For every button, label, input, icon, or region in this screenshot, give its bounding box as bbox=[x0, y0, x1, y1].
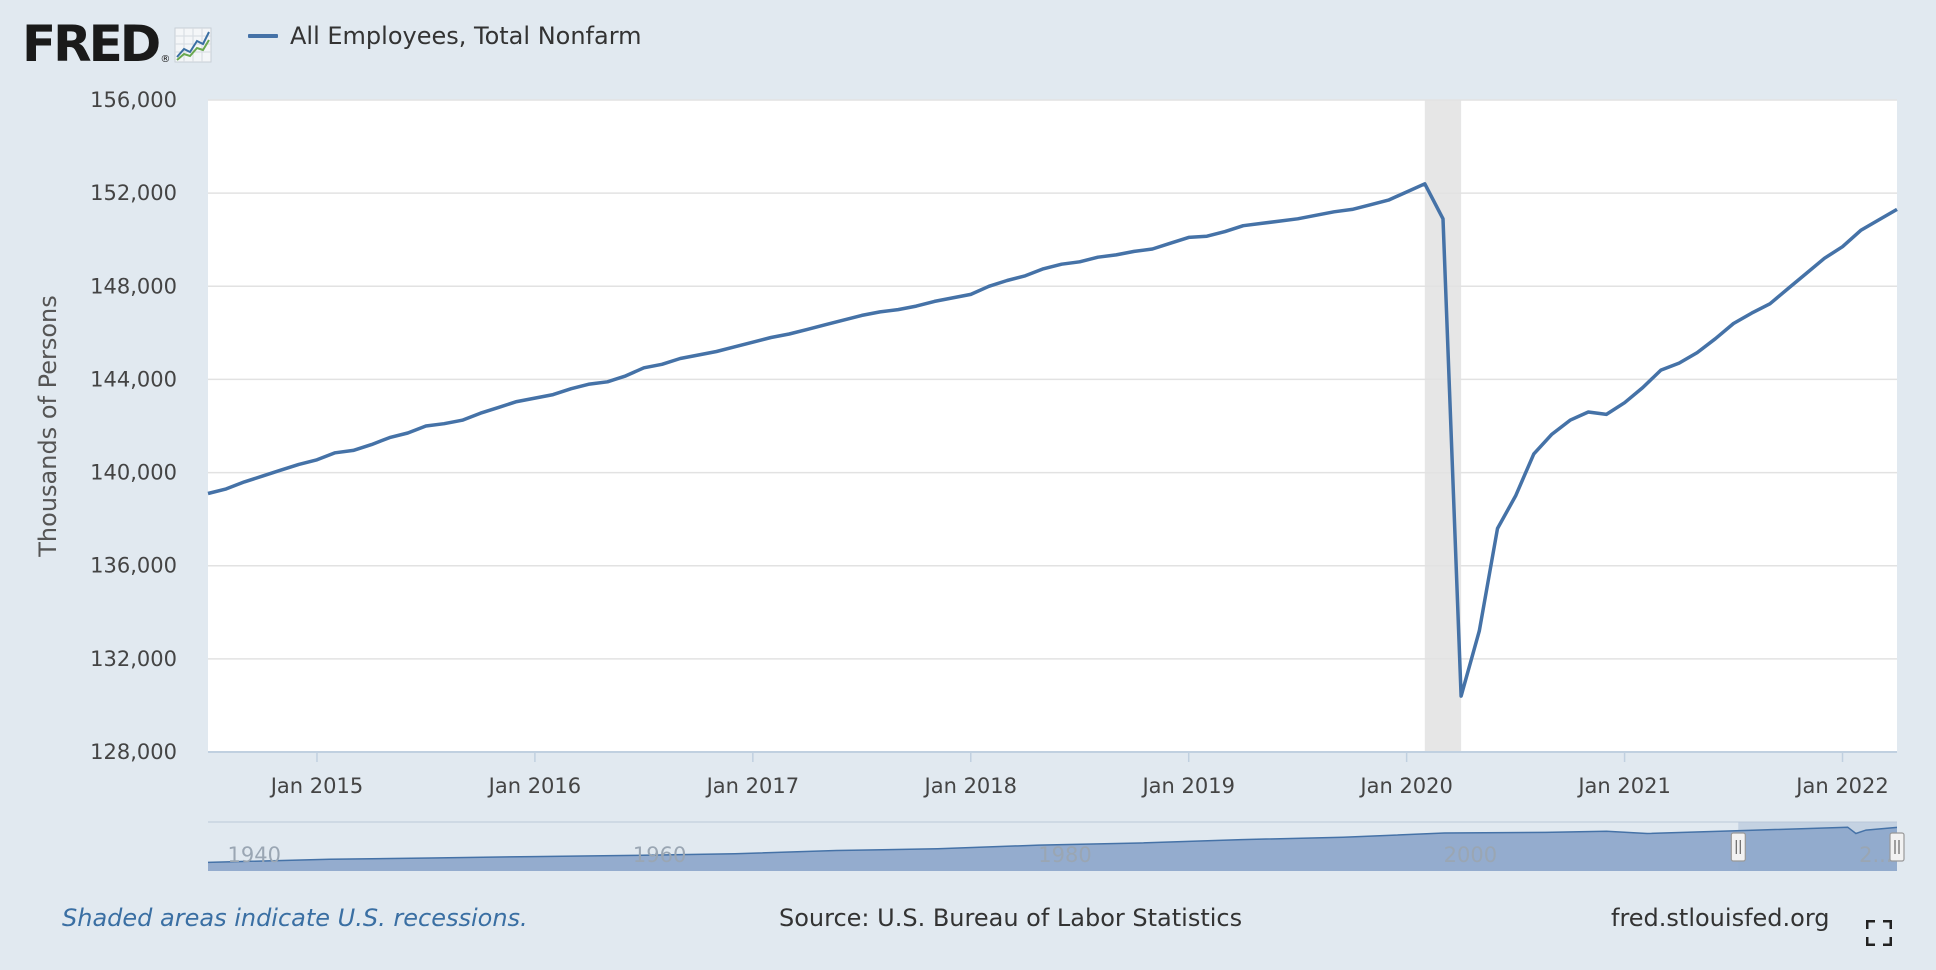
navigator-label: 2000 bbox=[1444, 843, 1497, 867]
x-tick-label: Jan 2021 bbox=[1576, 774, 1671, 798]
y-tick-label: 128,000 bbox=[90, 740, 177, 764]
navigator-label: 1980 bbox=[1038, 843, 1091, 867]
y-tick-label: 144,000 bbox=[90, 367, 177, 391]
x-tick-label: Jan 2019 bbox=[1140, 774, 1235, 798]
recession-band bbox=[1424, 100, 1462, 752]
recession-note: Shaded areas indicate U.S. recessions. bbox=[62, 904, 528, 932]
x-tick-label: Jan 2015 bbox=[269, 774, 364, 798]
x-tick-label: Jan 2018 bbox=[923, 774, 1018, 798]
x-tick-label: Jan 2022 bbox=[1794, 774, 1889, 798]
y-axis-title: Thousands of Persons bbox=[34, 295, 62, 557]
fred-logo[interactable]: FRED ® bbox=[22, 14, 212, 74]
navigator-label: 1960 bbox=[633, 843, 686, 867]
fred-logo-text: FRED bbox=[22, 15, 161, 73]
navigator-handle-right[interactable] bbox=[1889, 832, 1905, 862]
legend-label: All Employees, Total Nonfarm bbox=[290, 22, 642, 50]
fullscreen-icon[interactable] bbox=[1865, 919, 1893, 947]
navigator-line bbox=[207, 826, 1898, 864]
chart-legend[interactable]: All Employees, Total Nonfarm bbox=[248, 22, 642, 50]
line-chart: 128,000 132,000 136,000 140,000 144,000 148,0… bbox=[34, 88, 1905, 871]
y-tick-label: 136,000 bbox=[90, 554, 177, 578]
x-tick-label: Jan 2020 bbox=[1358, 774, 1453, 798]
y-tick-label: 132,000 bbox=[90, 647, 177, 671]
navigator-handle-left[interactable] bbox=[1730, 832, 1746, 862]
legend-swatch bbox=[248, 34, 278, 38]
logo-graph-icon bbox=[174, 27, 212, 67]
navigator-area bbox=[208, 827, 1897, 871]
y-tick-label: 152,000 bbox=[90, 181, 177, 205]
site-link[interactable]: fred.stlouisfed.org bbox=[1611, 904, 1830, 932]
y-tick-label: 140,000 bbox=[90, 461, 177, 485]
source-text: Source: U.S. Bureau of Labor Statistics bbox=[779, 904, 1243, 932]
y-tick-label: 156,000 bbox=[90, 88, 177, 112]
navigator-label: 1940 bbox=[228, 843, 281, 867]
navigator-label: 2... bbox=[1859, 843, 1892, 867]
x-tick-label: Jan 2017 bbox=[705, 774, 800, 798]
y-tick-label: 148,000 bbox=[90, 274, 177, 298]
x-tick-label: Jan 2016 bbox=[487, 774, 582, 798]
plot-area bbox=[208, 100, 1897, 752]
registered-mark: ® bbox=[160, 53, 171, 65]
series-line-all-employees[interactable] bbox=[207, 182, 1898, 698]
